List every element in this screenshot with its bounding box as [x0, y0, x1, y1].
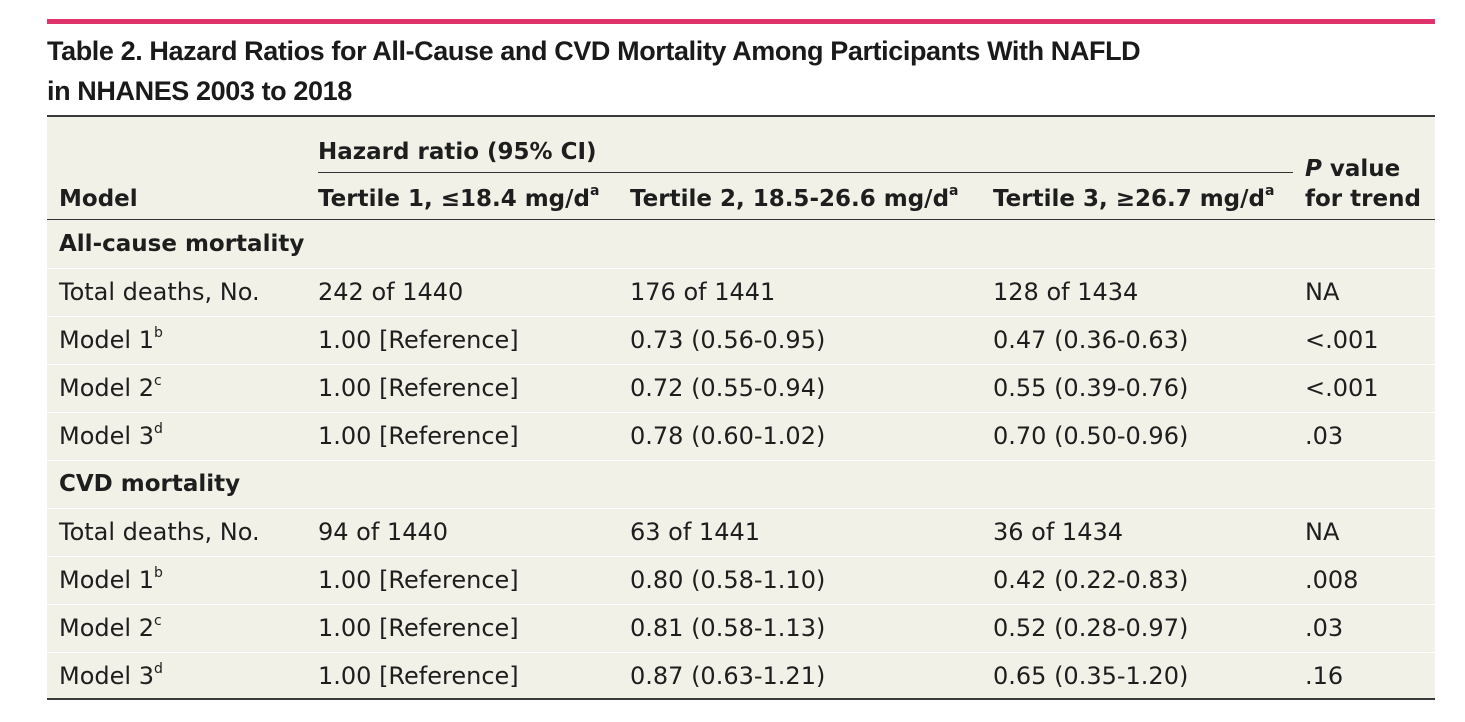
table-title: Table 2. Hazard Ratios for All-Cause and… [47, 31, 1435, 111]
table-cell-t2: 0.73 (0.56-0.95) [630, 326, 826, 354]
row-divider [47, 316, 1435, 317]
table-cell-t1: 1.00 [Reference] [318, 566, 519, 594]
table-cell-t2: 0.87 (0.63-1.21) [630, 662, 826, 690]
table-cell-t3: 0.65 (0.35-1.20) [993, 662, 1189, 690]
table-cell-p: .03 [1305, 614, 1344, 642]
row-divider [47, 268, 1435, 269]
row-divider [47, 604, 1435, 605]
row-divider [47, 412, 1435, 413]
table-cell-t2: 0.80 (0.58-1.10) [630, 566, 826, 594]
table-cell-t1: 1.00 [Reference] [318, 422, 519, 450]
table-cell-t2: 176 of 1441 [630, 278, 776, 306]
table-cell-t1: 242 of 1440 [318, 278, 464, 306]
table-cell-t1: 1.00 [Reference] [318, 374, 519, 402]
table-cell-t3: 128 of 1434 [993, 278, 1139, 306]
row-divider [47, 364, 1435, 365]
table-cell-model: Total deaths, No. [59, 518, 260, 546]
table-cell-t2: 0.81 (0.58-1.13) [630, 614, 826, 642]
table-cell-t1: 94 of 1440 [318, 518, 449, 546]
table-cell-t2: 63 of 1441 [630, 518, 761, 546]
table-cell-p: .16 [1305, 662, 1344, 690]
row-divider [47, 508, 1435, 509]
table-cell-p: <.001 [1305, 326, 1379, 354]
header-tertile2: Tertile 2, 18.5-26.6 mg/da [630, 183, 959, 212]
table-cell-p: .03 [1305, 422, 1344, 450]
table-cell-model: Model 1b [59, 325, 163, 354]
section-title: All-cause mortality [59, 231, 305, 257]
table-cell-t1: 1.00 [Reference] [318, 614, 519, 642]
row-divider [47, 652, 1435, 653]
section-title: CVD mortality [59, 471, 241, 497]
table-cell-t3: 0.42 (0.22-0.83) [993, 566, 1189, 594]
row-divider [47, 460, 1435, 461]
table-cell-p: NA [1305, 278, 1340, 306]
table-cell-t1: 1.00 [Reference] [318, 662, 519, 690]
table-cell-model: Model 3d [59, 421, 163, 450]
table-cell-model: Model 3d [59, 661, 163, 690]
header-p-value: P value for trend [1305, 156, 1421, 212]
header-group-label: Hazard ratio (95% CI) [318, 139, 597, 165]
header-model: Model [59, 186, 138, 212]
table-cell-p: <.001 [1305, 374, 1379, 402]
table-cell-t2: 0.72 (0.55-0.94) [630, 374, 826, 402]
table-title-line1: Table 2. Hazard Ratios for All-Cause and… [47, 36, 1141, 66]
accent-bar [47, 19, 1435, 24]
table-cell-t3: 36 of 1434 [993, 518, 1124, 546]
table-cell-t1: 1.00 [Reference] [318, 326, 519, 354]
hazard-ratio-table: Hazard ratio (95% CI) Model Tertile 1, ≤… [47, 115, 1435, 700]
table-cell-p: NA [1305, 518, 1340, 546]
table-cell-model: Total deaths, No. [59, 278, 260, 306]
table-cell-t3: 0.47 (0.36-0.63) [993, 326, 1189, 354]
table-cell-model: Model 2c [59, 373, 162, 402]
header-tertile1: Tertile 1, ≤18.4 mg/da [318, 183, 600, 212]
table-cell-model: Model 2c [59, 613, 162, 642]
header-tertile3: Tertile 3, ≥26.7 mg/da [993, 183, 1275, 212]
header-bottom-rule [47, 219, 1435, 220]
table-title-line2: in NHANES 2003 to 2018 [47, 76, 352, 106]
table-cell-t3: 0.52 (0.28-0.97) [993, 614, 1189, 642]
header-group-rule [318, 172, 1293, 173]
table-cell-model: Model 1b [59, 565, 163, 594]
table-cell-t3: 0.55 (0.39-0.76) [993, 374, 1189, 402]
row-divider [47, 556, 1435, 557]
table-cell-t2: 0.78 (0.60-1.02) [630, 422, 826, 450]
table-cell-t3: 0.70 (0.50-0.96) [993, 422, 1189, 450]
table-cell-p: .008 [1305, 566, 1359, 594]
